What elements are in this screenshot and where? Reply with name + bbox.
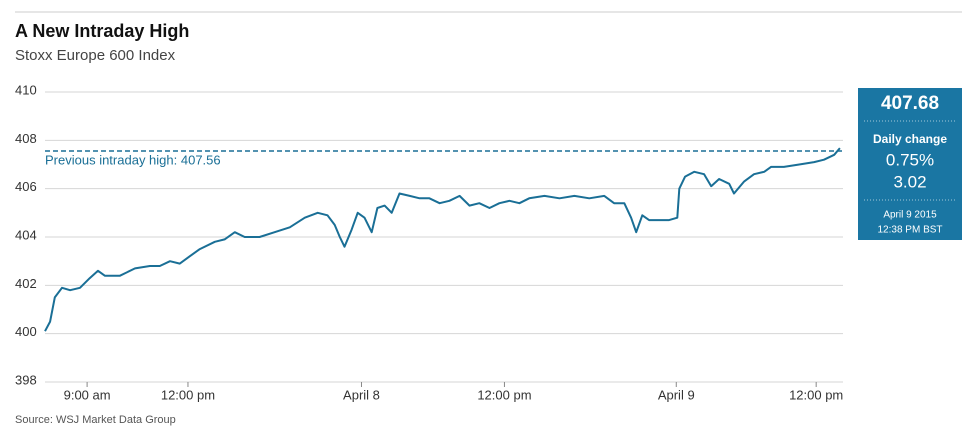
y-tick-label: 404	[15, 227, 37, 242]
y-tick-label: 406	[15, 179, 37, 194]
source: Source: WSJ Market Data Group	[15, 414, 176, 426]
reference-label: Previous intraday high: 407.56	[45, 152, 221, 167]
x-tick-label: 12:00 pm	[161, 387, 215, 402]
panel-date: April 9 2015	[883, 210, 937, 221]
x-tick-label: April 8	[343, 387, 380, 402]
y-tick-label: 398	[15, 372, 37, 387]
chart-title: A New Intraday High	[15, 21, 189, 41]
panel-change_pct: 0.75%	[886, 150, 934, 169]
info-panel	[858, 88, 962, 240]
panel-value: 407.68	[881, 93, 939, 114]
panel-change_label: Daily change	[873, 132, 947, 146]
series-line	[44, 147, 841, 332]
y-tick-label: 402	[15, 276, 37, 291]
x-tick-label: 12:00 pm	[789, 387, 843, 402]
chart-subtitle: Stoxx Europe 600 Index	[15, 47, 176, 64]
x-tick-label: April 9	[658, 387, 695, 402]
y-tick-label: 410	[15, 82, 37, 97]
x-tick-label: 12:00 pm	[477, 387, 531, 402]
y-tick-label: 408	[15, 131, 37, 146]
panel-time: 12:38 PM BST	[877, 225, 942, 236]
y-tick-label: 400	[15, 324, 37, 339]
panel-change: 3.02	[893, 172, 926, 191]
x-tick-label: 9:00 am	[64, 387, 111, 402]
